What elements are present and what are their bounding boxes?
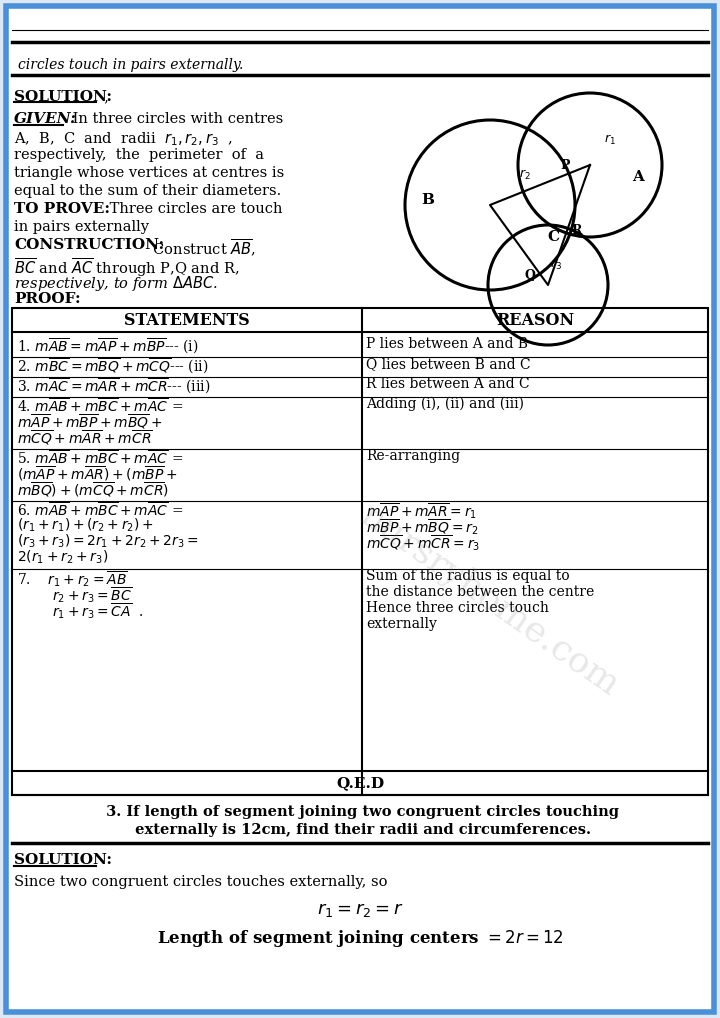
Text: equal to the sum of their diameters.: equal to the sum of their diameters. [14, 184, 282, 197]
FancyBboxPatch shape [6, 6, 714, 1012]
Text: TO PROVE:: TO PROVE: [14, 202, 110, 216]
Text: $m\overline{AP} + m\overline{AR} = r_1$: $m\overline{AP} + m\overline{AR} = r_1$ [366, 501, 477, 521]
Text: $m\overline{AP} + m\overline{BP} + m\overline{BQ} +$: $m\overline{AP} + m\overline{BP} + m\ove… [17, 413, 163, 433]
Text: respectively, to form $\Delta ABC$.: respectively, to form $\Delta ABC$. [14, 274, 217, 293]
Text: respectively,  the  perimeter  of  a: respectively, the perimeter of a [14, 148, 264, 162]
Text: $r_3$: $r_3$ [550, 258, 562, 272]
Text: A: A [632, 170, 644, 184]
Text: $r_2$: $r_2$ [519, 168, 531, 182]
Text: $m\overline{CQ} + m\overline{AR} + m\overline{CR}$: $m\overline{CQ} + m\overline{AR} + m\ove… [17, 429, 153, 448]
Text: SOLUTION:: SOLUTION: [14, 853, 112, 867]
Text: PROOF:: PROOF: [14, 292, 81, 306]
Text: SOLUTION:: SOLUTION: [14, 90, 112, 104]
Text: $r_1 = r_2 = r$: $r_1 = r_2 = r$ [317, 901, 403, 919]
Text: Three circles are touch: Three circles are touch [105, 202, 282, 216]
Text: externally is 12cm, find their radii and circumferences.: externally is 12cm, find their radii and… [130, 823, 590, 837]
Text: 3. If length of segment joining two congruent circles touching: 3. If length of segment joining two cong… [101, 805, 619, 819]
Text: nursryhome.com: nursryhome.com [354, 498, 626, 702]
Text: P: P [560, 159, 570, 172]
Text: ,: , [100, 90, 109, 104]
Text: triangle whose vertices at centres is: triangle whose vertices at centres is [14, 166, 284, 180]
Text: 6. $m\overline{AB} + m\overline{BC} + m\overline{AC}$ =: 6. $m\overline{AB} + m\overline{BC} + m\… [17, 501, 183, 519]
Text: $r_1 + r_3 = \overline{CA}$  .: $r_1 + r_3 = \overline{CA}$ . [17, 601, 144, 621]
Text: in pairs externally: in pairs externally [14, 220, 149, 234]
Text: P lies between A and B: P lies between A and B [366, 337, 528, 351]
Text: Q.E.D: Q.E.D [336, 776, 384, 790]
Text: 4. $m\overline{AB} + m\overline{BC} + m\overline{AC}$ =: 4. $m\overline{AB} + m\overline{BC} + m\… [17, 397, 183, 415]
Text: $r_2 + r_3 = \overline{BC}$: $r_2 + r_3 = \overline{BC}$ [17, 585, 132, 605]
Text: Adding (i), (ii) and (iii): Adding (i), (ii) and (iii) [366, 397, 524, 411]
Text: Since two congruent circles touches externally, so: Since two congruent circles touches exte… [14, 875, 387, 889]
Text: B: B [421, 193, 434, 207]
Text: circles touch in pairs externally.: circles touch in pairs externally. [18, 58, 243, 72]
Text: Sum of the radius is equal to: Sum of the radius is equal to [366, 569, 570, 583]
Text: A,  B,  C  and  radii  $r_1, r_2, r_3$  ,: A, B, C and radii $r_1, r_2, r_3$ , [14, 130, 233, 148]
Text: CONSTRUCTION:: CONSTRUCTION: [14, 238, 164, 252]
Text: 3. $m\overline{AC} = m\overline{AR} + m\overline{CR}$--- (iii): 3. $m\overline{AC} = m\overline{AR} + m\… [17, 377, 210, 396]
Text: Q lies between B and C: Q lies between B and C [366, 357, 531, 371]
Text: $(r_3 + r_3) = 2r_1 + 2r_2 + 2r_3 =$: $(r_3 + r_3) = 2r_1 + 2r_2 + 2r_3 =$ [17, 533, 199, 551]
Text: Construct $\overline{AB}$,: Construct $\overline{AB}$, [148, 238, 256, 259]
Text: 2. $m\overline{BC} = m\overline{BQ} + m\overline{CQ}$--- (ii): 2. $m\overline{BC} = m\overline{BQ} + m\… [17, 357, 209, 376]
Text: 7.    $r_1 + r_2 = \overline{AB}$: 7. $r_1 + r_2 = \overline{AB}$ [17, 569, 127, 588]
Text: externally: externally [366, 617, 437, 631]
Text: $(m\overline{AP} + m\overline{AR}) + (m\overline{BP} +$: $(m\overline{AP} + m\overline{AR}) + (m\… [17, 465, 178, 484]
Text: STATEMENTS: STATEMENTS [124, 312, 250, 329]
Text: $\overline{BC}$ and $\overline{AC}$ through P,Q and R,: $\overline{BC}$ and $\overline{AC}$ thro… [14, 256, 239, 279]
Text: R: R [571, 224, 582, 237]
Text: Hence three circles touch: Hence three circles touch [366, 601, 549, 615]
Text: Q: Q [524, 270, 536, 282]
Text: $(r_1 + r_1) + (r_2 + r_2) +$: $(r_1 + r_1) + (r_2 + r_2) +$ [17, 517, 153, 534]
Text: $2(r_1 + r_2 + r_3)$: $2(r_1 + r_2 + r_3)$ [17, 549, 108, 566]
Text: Re-arranging: Re-arranging [366, 449, 460, 463]
Text: 1. $m\overline{AB} = m\overline{AP} + m\overline{BP}$--- (i): 1. $m\overline{AB} = m\overline{AP} + m\… [17, 337, 199, 356]
Text: In three circles with centres: In three circles with centres [68, 112, 283, 126]
Text: $m\overline{CQ} + m\overline{CR} = r_3$: $m\overline{CQ} + m\overline{CR} = r_3$ [366, 533, 480, 553]
Text: 5. $m\overline{AB} + m\overline{BC} + m\overline{AC}$ =: 5. $m\overline{AB} + m\overline{BC} + m\… [17, 449, 183, 467]
Text: GIVEN:: GIVEN: [14, 112, 77, 126]
Text: C: C [547, 230, 559, 244]
Text: R lies between A and C: R lies between A and C [366, 377, 530, 391]
Text: $m\overline{BQ}) + (m\overline{CQ} + m\overline{CR})$: $m\overline{BQ}) + (m\overline{CQ} + m\o… [17, 480, 169, 500]
Text: REASON: REASON [496, 312, 574, 329]
Text: Length of segment joining centers $= 2r = 12$: Length of segment joining centers $= 2r … [156, 928, 564, 949]
Text: $r_1$: $r_1$ [604, 133, 616, 147]
Text: the distance between the centre: the distance between the centre [366, 585, 594, 599]
Text: $m\overline{BP} + m\overline{BQ} = r_2$: $m\overline{BP} + m\overline{BQ} = r_2$ [366, 517, 478, 536]
FancyBboxPatch shape [12, 308, 708, 795]
